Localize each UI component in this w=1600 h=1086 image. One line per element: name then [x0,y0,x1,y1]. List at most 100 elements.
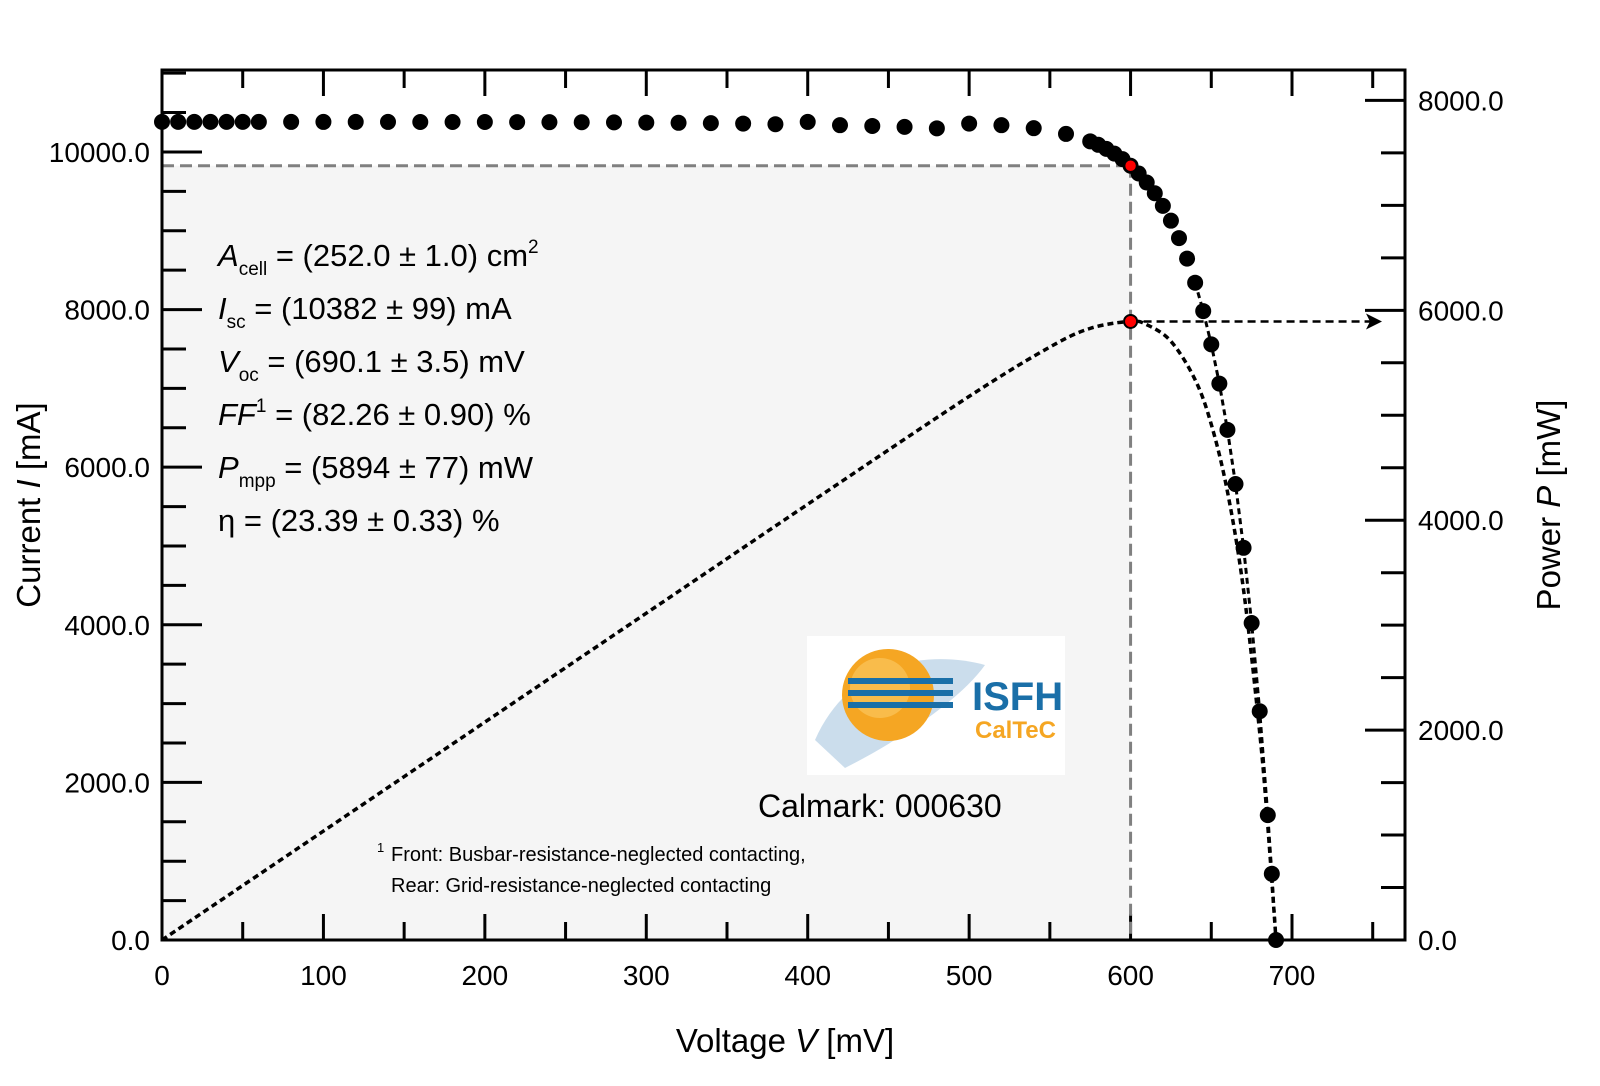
parameter-unit-superscript: 2 [528,237,539,258]
parameter-subscript: cell [239,259,268,280]
y-tick-label: 6000.0 [64,452,150,483]
arrow-head-icon [1366,313,1382,330]
parameter-subscript: mpp [239,471,276,492]
iv-data-point [1187,274,1204,291]
iv-data-point [186,113,203,130]
calmark-label: Calmark: 000630 [758,788,1002,824]
iv-data-point [234,113,251,130]
logo-text-isfh: ISFH [972,675,1063,719]
iv-data-point [993,117,1010,134]
parameter-block: Acell = (252.0 ± 1.0) cm2 Isc = (10382 ± … [216,237,539,538]
y2-axis-label: Power P [mW] [1530,400,1567,611]
y2-tick-label: 8000.0 [1418,85,1504,116]
mpp-shaded-area [162,165,1131,940]
iv-data-point [670,114,687,131]
parameter-line: Acell = (252.0 ± 1.0) cm2 [216,237,539,280]
iv-data-point [961,115,978,132]
logo-text-caltec: CalTeC [975,717,1056,744]
parameter-value: = (10382 ± 99) mA [246,291,512,326]
parameter-value: = (252.0 ± 1.0) cm [267,238,528,273]
iv-data-point [315,113,332,130]
parameter-value: = (5894 ± 77) mW [276,450,534,485]
iv-data-point [1058,125,1074,142]
power-curve [161,319,1278,942]
iv-data-point [347,113,364,130]
iv-data-point [202,113,219,130]
parameter-line: Voc = (690.1 ± 3.5) mV [218,344,525,386]
iv-data-point [864,117,881,134]
y-tick-label: 0.0 [111,925,150,956]
iv-data-point [573,114,590,131]
axis-ticks [160,70,1405,942]
parameter-value: = (23.39 ± 0.33) % [235,503,499,538]
iv-data-point [1263,865,1280,882]
iv-data-point [1025,120,1042,137]
iv-data-point [1251,703,1268,720]
y2-tick-label: 2000.0 [1418,715,1504,746]
parameter-symbol: P [218,450,239,485]
iv-data-point [1195,303,1212,320]
iv-data-point [170,113,187,130]
iv-data-point [896,118,913,135]
iv-data-point [380,113,396,130]
y-tick-label: 4000.0 [64,610,150,641]
iv-data-point [444,114,461,131]
x-tick-label: 200 [461,960,508,991]
x-tick-label: 500 [946,960,993,991]
mpp-markers [1123,158,1139,329]
iv-data-point [1146,185,1163,202]
mpp-current-marker [1123,158,1138,173]
iv-data-point [606,114,622,131]
iv-data-point [702,115,719,132]
x-tick-label: 600 [1107,960,1154,991]
iv-data-point [412,114,429,131]
y2-tick-label: 6000.0 [1418,295,1504,326]
parameter-line: Isc = (10382 ± 99) mA [218,291,512,333]
iv-data-point [799,113,816,130]
x-tick-label: 100 [300,960,347,991]
x-tick-label: 0 [154,960,170,991]
iv-data-point [541,114,558,131]
x-tick-label: 300 [623,960,670,991]
parameter-line: η = (23.39 ± 0.33) % [218,503,500,538]
iv-data-point [476,114,493,131]
y-tick-label: 8000.0 [64,295,150,326]
iv-data-point [250,113,267,130]
parameter-symbol: FF [218,397,258,432]
parameter-value: = (82.26 ± 0.90) % [266,397,530,432]
parameter-symbol: I [218,291,227,326]
iv-data-point [509,114,526,131]
x-tick-label: 400 [784,960,831,991]
iv-data-point [1171,230,1187,247]
mpp-power-marker [1123,313,1139,329]
iv-data-point [1235,539,1252,556]
iv-data-point [928,120,945,137]
iv-data-point [832,117,848,134]
tick-labels: 0 100 200 300 400 500 600 700 0.0 2000.0 4000.0 600… [49,85,1504,991]
y2-tick-label: 4000.0 [1418,505,1504,536]
iv-data-point [1219,421,1236,438]
iv-data-point [1154,197,1171,214]
isfh-caltec-logo: ISFH CalTeC [807,636,1065,775]
parameter-symbol: A [216,238,239,273]
x-axis-label: Voltage V [mV] [676,1022,894,1059]
iv-data-point [1243,615,1260,632]
x-tick-label: 700 [1269,960,1316,991]
footnote-line-2: Rear: Grid-resistance-neglected contacti… [391,875,771,897]
iv-data-point [1259,807,1276,824]
parameter-subscript: oc [239,365,259,386]
parameter-symbol: η [218,503,235,538]
mpp-guide-lines [162,164,1382,940]
iv-data-point [218,113,235,130]
parameter-superscript: 1 [256,396,267,417]
parameter-line: Pmpp = (5894 ± 77) mW [218,450,534,492]
footnote-line-1: 1 Front: Busbar-resistance-neglected cont… [377,840,806,866]
y-tick-label: 10000.0 [49,137,150,168]
iv-data-point [767,116,784,133]
iv-data-point [1162,212,1179,229]
iv-data-point [735,115,752,132]
iv-data-point [638,114,655,131]
power-curve-line [161,319,1278,942]
iv-data-point [1227,476,1244,493]
